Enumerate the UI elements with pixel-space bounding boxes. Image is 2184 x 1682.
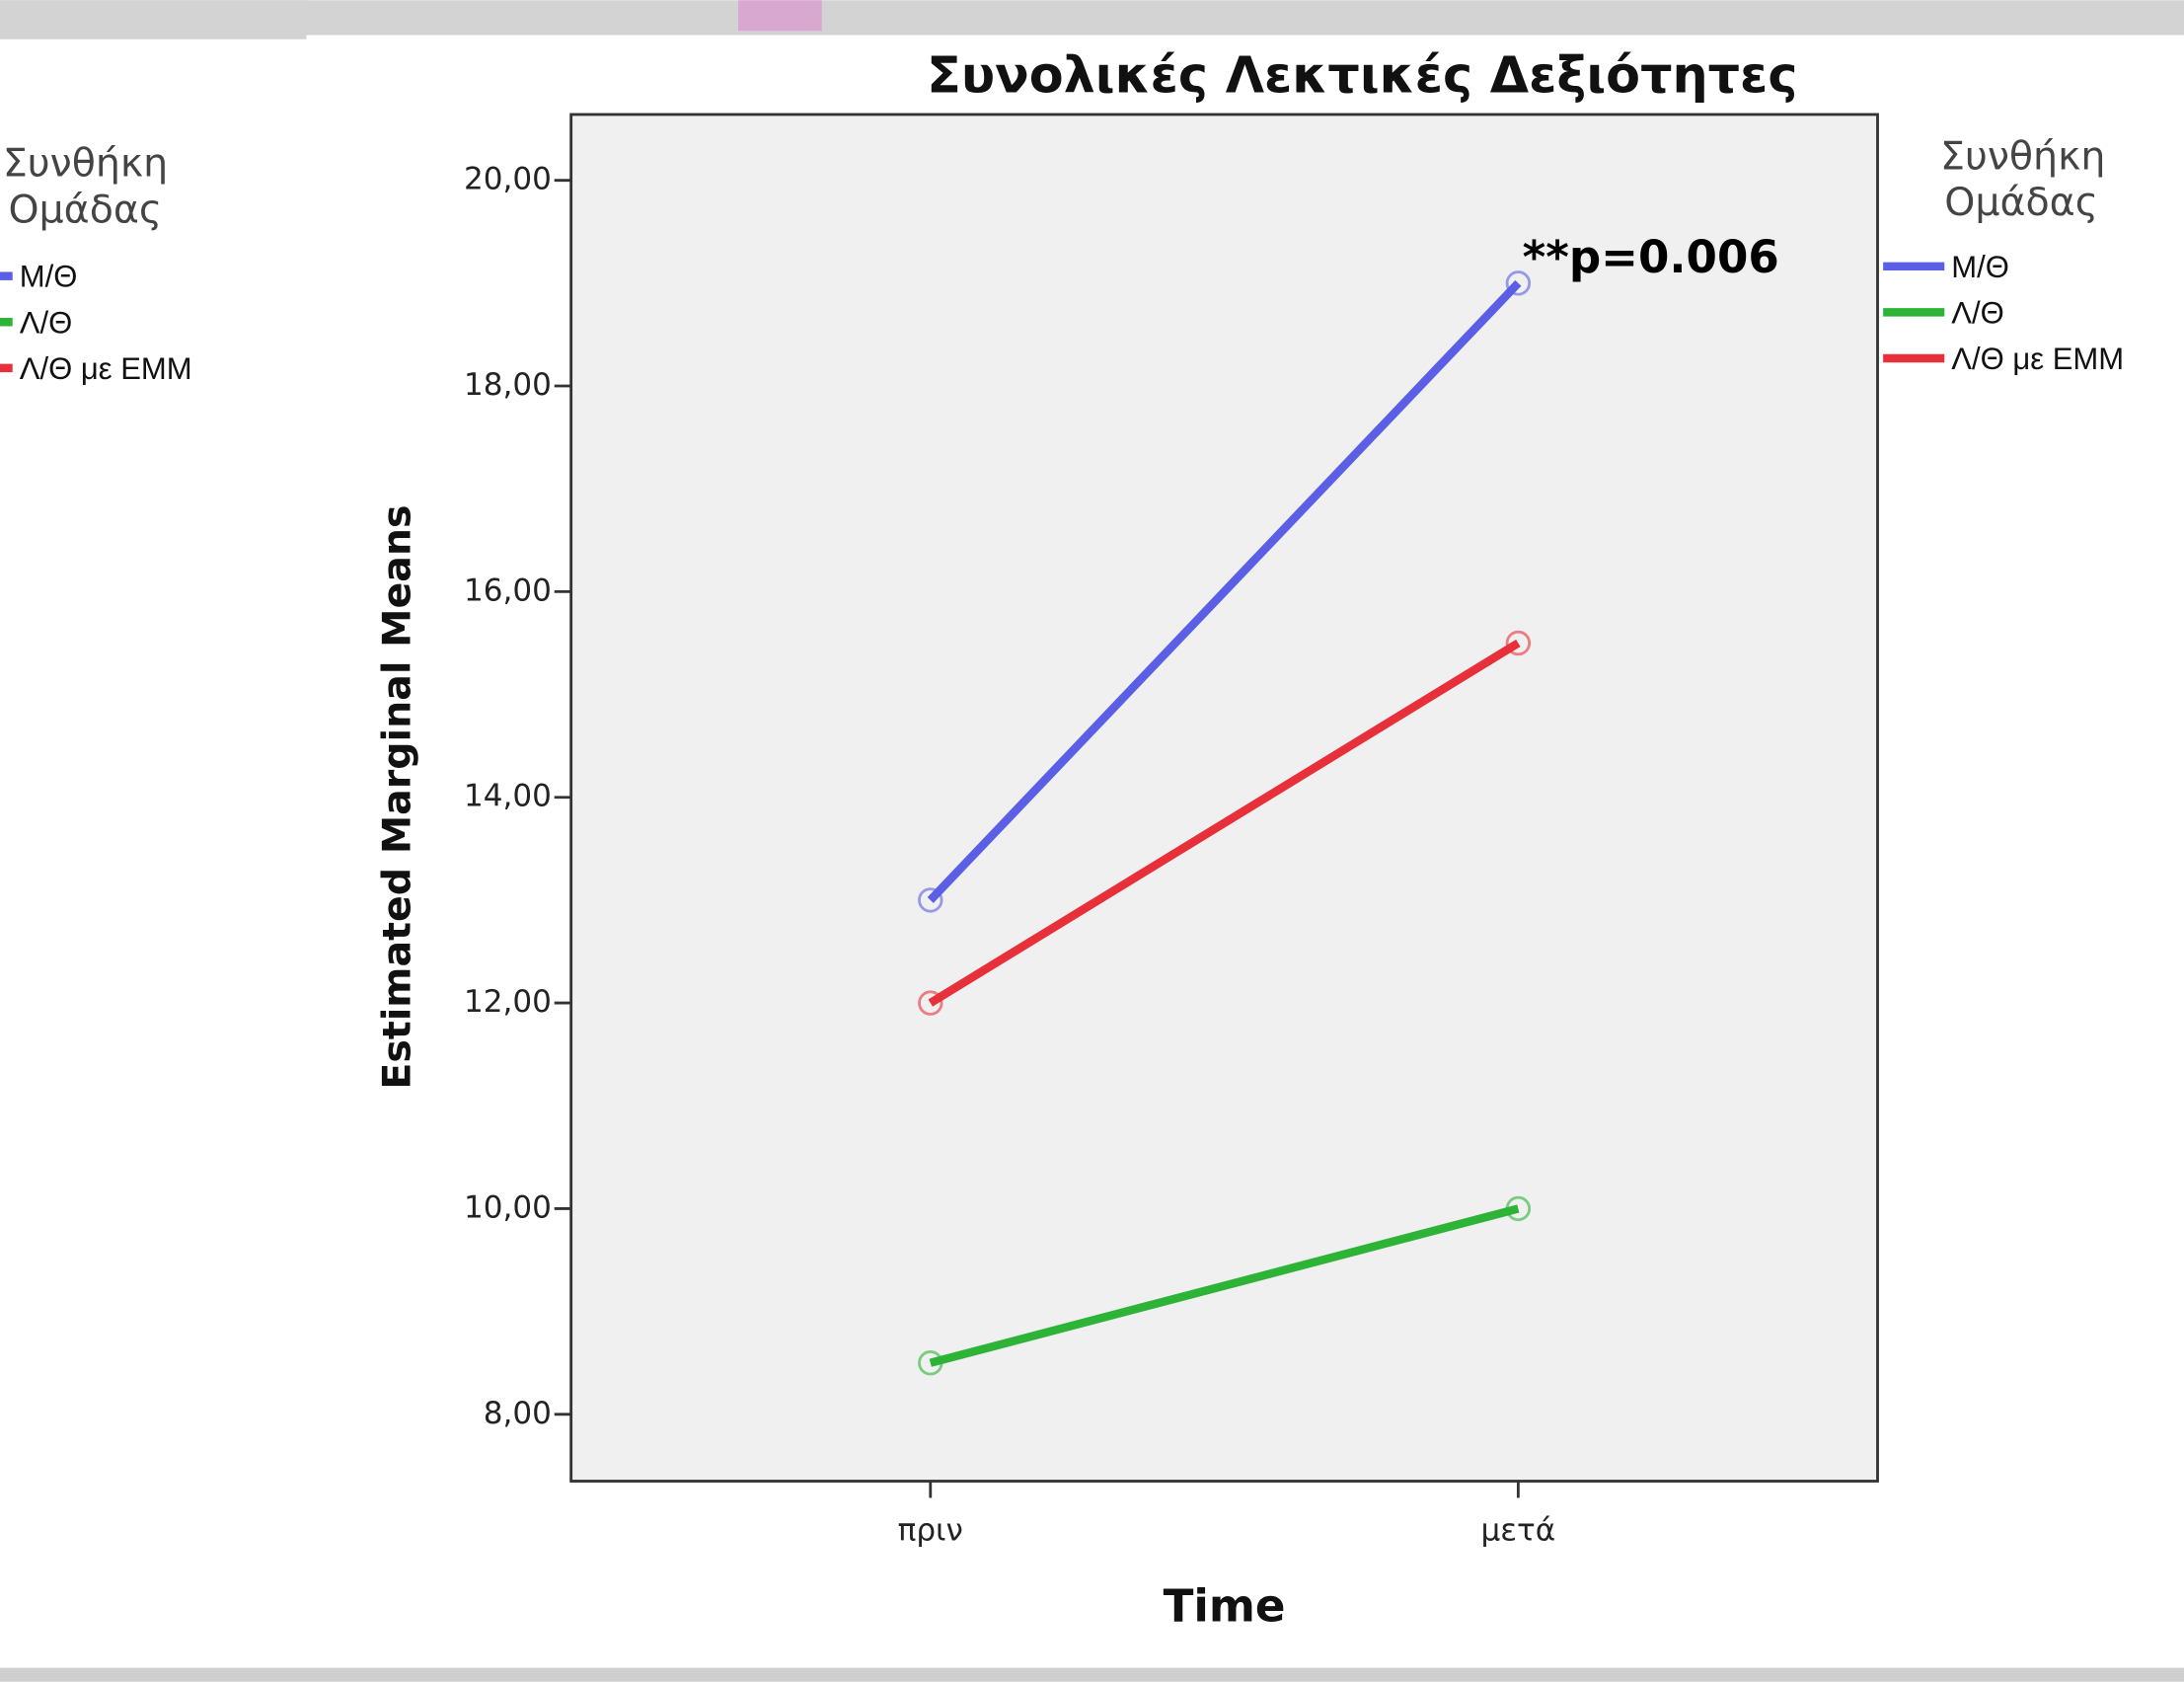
x-tick-label: μετά bbox=[1481, 1512, 1556, 1548]
legend-title: Συνθήκη bbox=[1940, 134, 2105, 180]
point-marker bbox=[918, 1350, 943, 1376]
legend-title-left: Ομάδας bbox=[8, 187, 162, 232]
legend-label: Λ/Θ bbox=[1951, 295, 2003, 330]
top-bar bbox=[0, 0, 2184, 36]
chart-title: Συνολικές Λεκτικές Δεξιότητες bbox=[927, 45, 1797, 104]
legend-title-left: Συνθήκη bbox=[3, 141, 168, 187]
bottom-bar bbox=[0, 1667, 2184, 1682]
y-tick-label: 20,00 bbox=[464, 162, 552, 197]
legend-label-left: Λ/Θ με ΕΜΜ bbox=[20, 351, 192, 386]
annotation: **p=0.006 bbox=[1523, 231, 1779, 283]
top-bar-left bbox=[0, 0, 307, 39]
legend-label-left: Μ/Θ bbox=[20, 260, 78, 294]
point-marker bbox=[918, 887, 943, 913]
y-axis-label: Estimated Marginal Means bbox=[375, 504, 420, 1089]
y-tick-label: 12,00 bbox=[464, 984, 552, 1020]
point-marker bbox=[1505, 630, 1532, 656]
point-marker bbox=[918, 990, 943, 1016]
y-tick-label: 14,00 bbox=[464, 779, 552, 814]
x-tick-label: πριν bbox=[898, 1512, 963, 1548]
legend-label-left: Λ/Θ bbox=[20, 305, 73, 340]
legend-title: Ομάδας bbox=[1944, 180, 2098, 225]
y-tick-label: 18,00 bbox=[464, 367, 552, 403]
point-marker bbox=[1505, 270, 1532, 296]
x-axis-label: Time bbox=[1164, 1579, 1286, 1632]
y-tick-label: 16,00 bbox=[464, 573, 552, 608]
series-line bbox=[928, 639, 1521, 1007]
decoration bbox=[738, 0, 822, 32]
legend-label: Μ/Θ bbox=[1951, 250, 2009, 284]
y-tick-label: 10,00 bbox=[464, 1189, 552, 1225]
y-tick-label: 8,00 bbox=[484, 1396, 552, 1431]
plot-area bbox=[569, 113, 1879, 1483]
series-line bbox=[927, 279, 1522, 903]
series-line bbox=[929, 1204, 1520, 1367]
legend-label: Λ/Θ με ΕΜΜ bbox=[1951, 342, 2124, 376]
point-marker bbox=[1505, 1195, 1532, 1222]
